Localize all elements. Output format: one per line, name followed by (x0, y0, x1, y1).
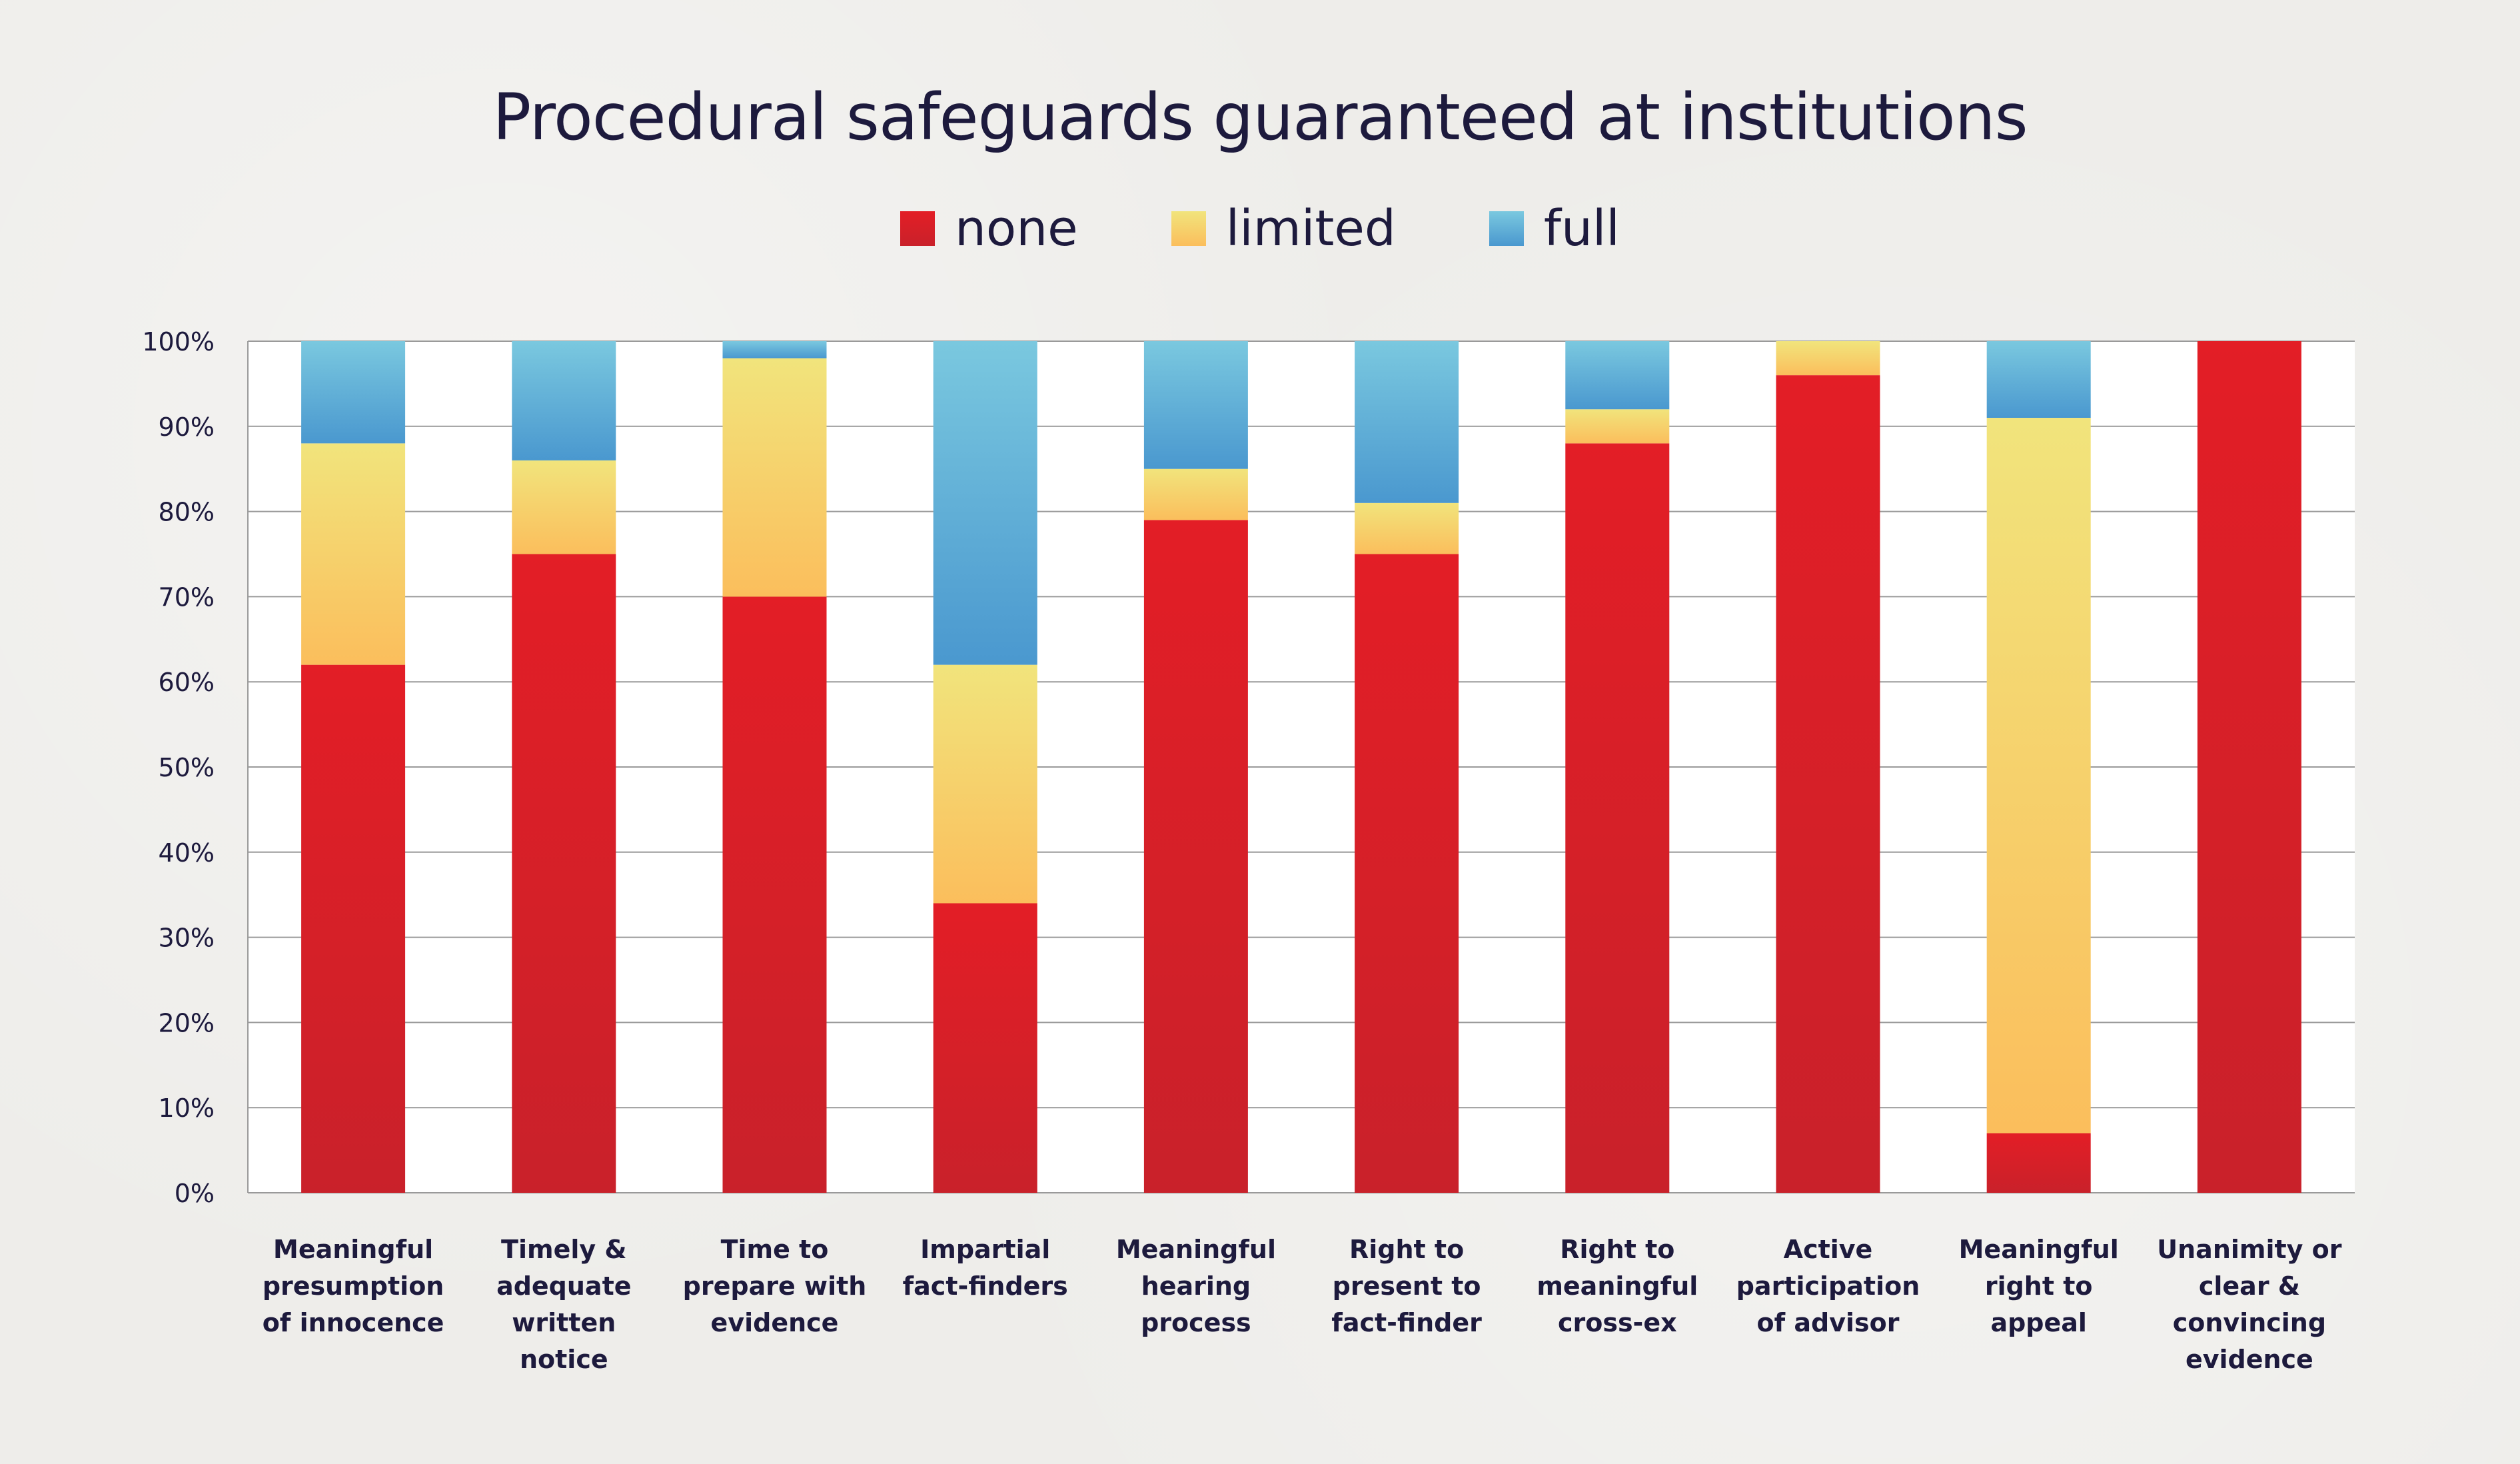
bar-segment-limited (1986, 418, 2091, 1133)
x-category-label: Active (1784, 1235, 1873, 1264)
bar-segment-full (1986, 341, 2091, 418)
x-category-label: Impartial (920, 1235, 1050, 1264)
legend-swatch-full (1489, 211, 1524, 246)
legend-item-limited: limited (1171, 200, 1396, 257)
bar-segment-none (933, 903, 1037, 1193)
bar-segment-limited (512, 460, 616, 554)
bar-segment-full (1355, 341, 1459, 503)
legend-item-none: none (900, 200, 1078, 257)
legend-label-full: full (1543, 200, 1620, 257)
bar-segment-none (1986, 1133, 2091, 1193)
legend-label-limited: limited (1225, 200, 1396, 257)
bar-segment-limited (1776, 341, 1880, 376)
y-tick-label: 10% (159, 1094, 215, 1123)
bar-segment-limited (1565, 409, 1670, 444)
bar-segment-full (1565, 341, 1670, 410)
bar-segment-none (1143, 520, 1248, 1193)
x-category-label: prepare with (683, 1271, 867, 1301)
x-category-label: written (512, 1308, 616, 1337)
x-category-label: evidence (2186, 1345, 2313, 1374)
x-category-label: hearing (1141, 1271, 1251, 1301)
bar-segment-none (722, 596, 827, 1193)
x-category-label: fact-finder (1331, 1308, 1482, 1337)
x-category-label: participation (1736, 1271, 1920, 1301)
chart-legend: none limited full (0, 200, 2520, 257)
x-category-label: cross-ex (1558, 1308, 1677, 1337)
x-category-label: Unanimity or (2157, 1235, 2342, 1264)
x-category-label: clear & (2199, 1271, 2300, 1301)
x-category-label: Time to (721, 1235, 829, 1264)
bar-segment-none (301, 664, 406, 1193)
bar-segment-none (2197, 341, 2301, 1193)
chart-title: Procedural safeguards guaranteed at inst… (492, 80, 2028, 155)
x-category-label: Meaningful (1116, 1235, 1276, 1264)
x-category-label: appeal (1990, 1308, 2087, 1337)
y-tick-label: 100% (142, 327, 215, 357)
x-category-label: right to (1985, 1271, 2093, 1301)
bar-segment-full (722, 341, 827, 359)
y-tick-label: 0% (175, 1179, 215, 1208)
bar-segment-none (1355, 554, 1459, 1193)
x-category-label: Right to (1349, 1235, 1464, 1264)
y-tick-label: 20% (159, 1008, 215, 1038)
bar-segment-limited (301, 443, 406, 665)
bar-segment-limited (1355, 502, 1459, 554)
x-category-label: meaningful (1537, 1271, 1698, 1301)
x-category-label: present to (1333, 1271, 1481, 1301)
bar-segment-none (1565, 443, 1670, 1193)
x-category-label: presumption (263, 1271, 444, 1301)
x-category-label: Right to (1560, 1235, 1674, 1264)
bar-segment-full (1143, 341, 1248, 469)
x-category-label: of innocence (263, 1308, 444, 1337)
y-tick-label: 90% (159, 412, 215, 442)
x-category-label: fact-finders (903, 1271, 1068, 1301)
y-tick-label: 40% (159, 838, 215, 868)
y-tick-label: 50% (159, 753, 215, 782)
bar-segment-limited (722, 358, 827, 597)
bar-segment-full (512, 341, 616, 460)
bar-segment-limited (1143, 468, 1248, 520)
y-tick-label: 80% (159, 498, 215, 527)
y-tick-label: 30% (159, 924, 215, 953)
x-category-label: convincing (2173, 1308, 2326, 1337)
x-category-label: Timely & (501, 1235, 626, 1264)
bar-segment-none (1776, 375, 1880, 1193)
legend-swatch-none (900, 211, 936, 246)
x-category-label: evidence (711, 1308, 839, 1337)
bar-segment-full (933, 341, 1037, 665)
bar-segment-full (301, 341, 406, 444)
bar-segment-none (512, 554, 616, 1193)
x-category-label: notice (520, 1345, 608, 1374)
bar-segment-limited (933, 664, 1037, 904)
legend-label-none: none (955, 200, 1078, 257)
y-tick-label: 70% (159, 582, 215, 612)
legend-item-full: full (1489, 200, 1620, 257)
x-category-label: Meaningful (273, 1235, 433, 1264)
x-category-label: process (1141, 1308, 1251, 1337)
x-category-label: of advisor (1757, 1308, 1900, 1337)
legend-swatch-limited (1171, 211, 1206, 246)
x-category-label: Meaningful (1959, 1235, 2119, 1264)
y-tick-label: 60% (159, 668, 215, 697)
x-category-label: adequate (496, 1271, 631, 1301)
